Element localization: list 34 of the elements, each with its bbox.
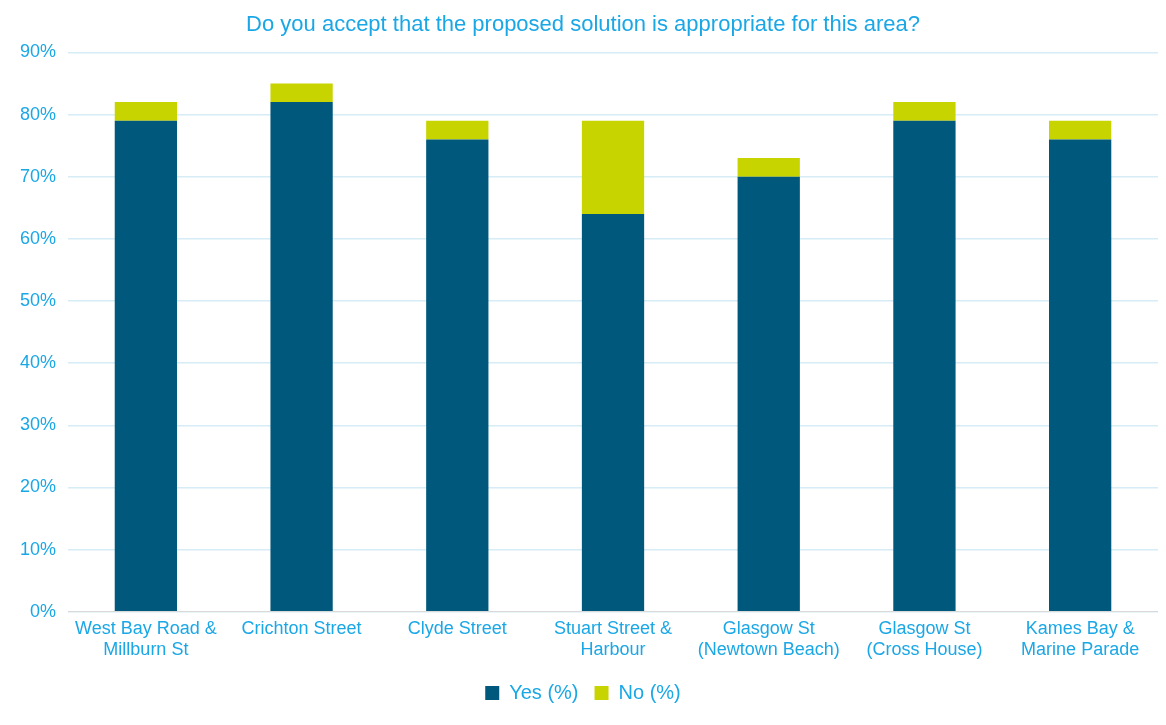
x-tick-label: Glasgow St (Cross House) bbox=[866, 617, 983, 660]
x-tick-label: Crichton Street bbox=[241, 617, 362, 638]
x-tick-label: Clyde Street bbox=[407, 617, 507, 638]
x-tick-label: Kames Bay & Marine Parade bbox=[1021, 617, 1140, 660]
bar bbox=[581, 214, 645, 612]
y-tick-label: 10% bbox=[20, 538, 57, 559]
y-tick-label: 70% bbox=[20, 165, 57, 186]
bar bbox=[270, 83, 333, 103]
bar bbox=[114, 120, 178, 612]
y-tick-label: 40% bbox=[20, 352, 57, 373]
legend-label: No (%) bbox=[618, 680, 681, 703]
y-tick-label: 90% bbox=[20, 41, 57, 62]
bar bbox=[1049, 120, 1112, 140]
bar bbox=[426, 139, 489, 612]
bar bbox=[737, 176, 800, 612]
bar bbox=[581, 120, 645, 214]
legend-label: Yes (%) bbox=[509, 680, 579, 703]
bar bbox=[893, 102, 956, 121]
y-tick-label: 30% bbox=[20, 414, 57, 435]
bar bbox=[737, 158, 800, 177]
x-tick-label: Glasgow St (Newtown Beach) bbox=[697, 617, 840, 660]
y-tick-label: 50% bbox=[20, 289, 57, 310]
y-tick-label: 60% bbox=[20, 227, 57, 248]
x-tick-label: Stuart Street & Harbour bbox=[553, 617, 673, 660]
y-tick-label: 20% bbox=[20, 476, 57, 497]
bar bbox=[270, 102, 333, 612]
bar bbox=[893, 120, 956, 612]
bar bbox=[1049, 139, 1112, 612]
x-tick-label: West Bay Road & Millburn St bbox=[75, 617, 217, 660]
bar bbox=[114, 102, 178, 121]
chart-title: Do you accept that the proposed solution is appropriate for this area? bbox=[246, 11, 920, 37]
y-tick-label: 80% bbox=[20, 103, 57, 124]
y-tick-label: 0% bbox=[30, 600, 57, 621]
bar bbox=[426, 120, 489, 140]
